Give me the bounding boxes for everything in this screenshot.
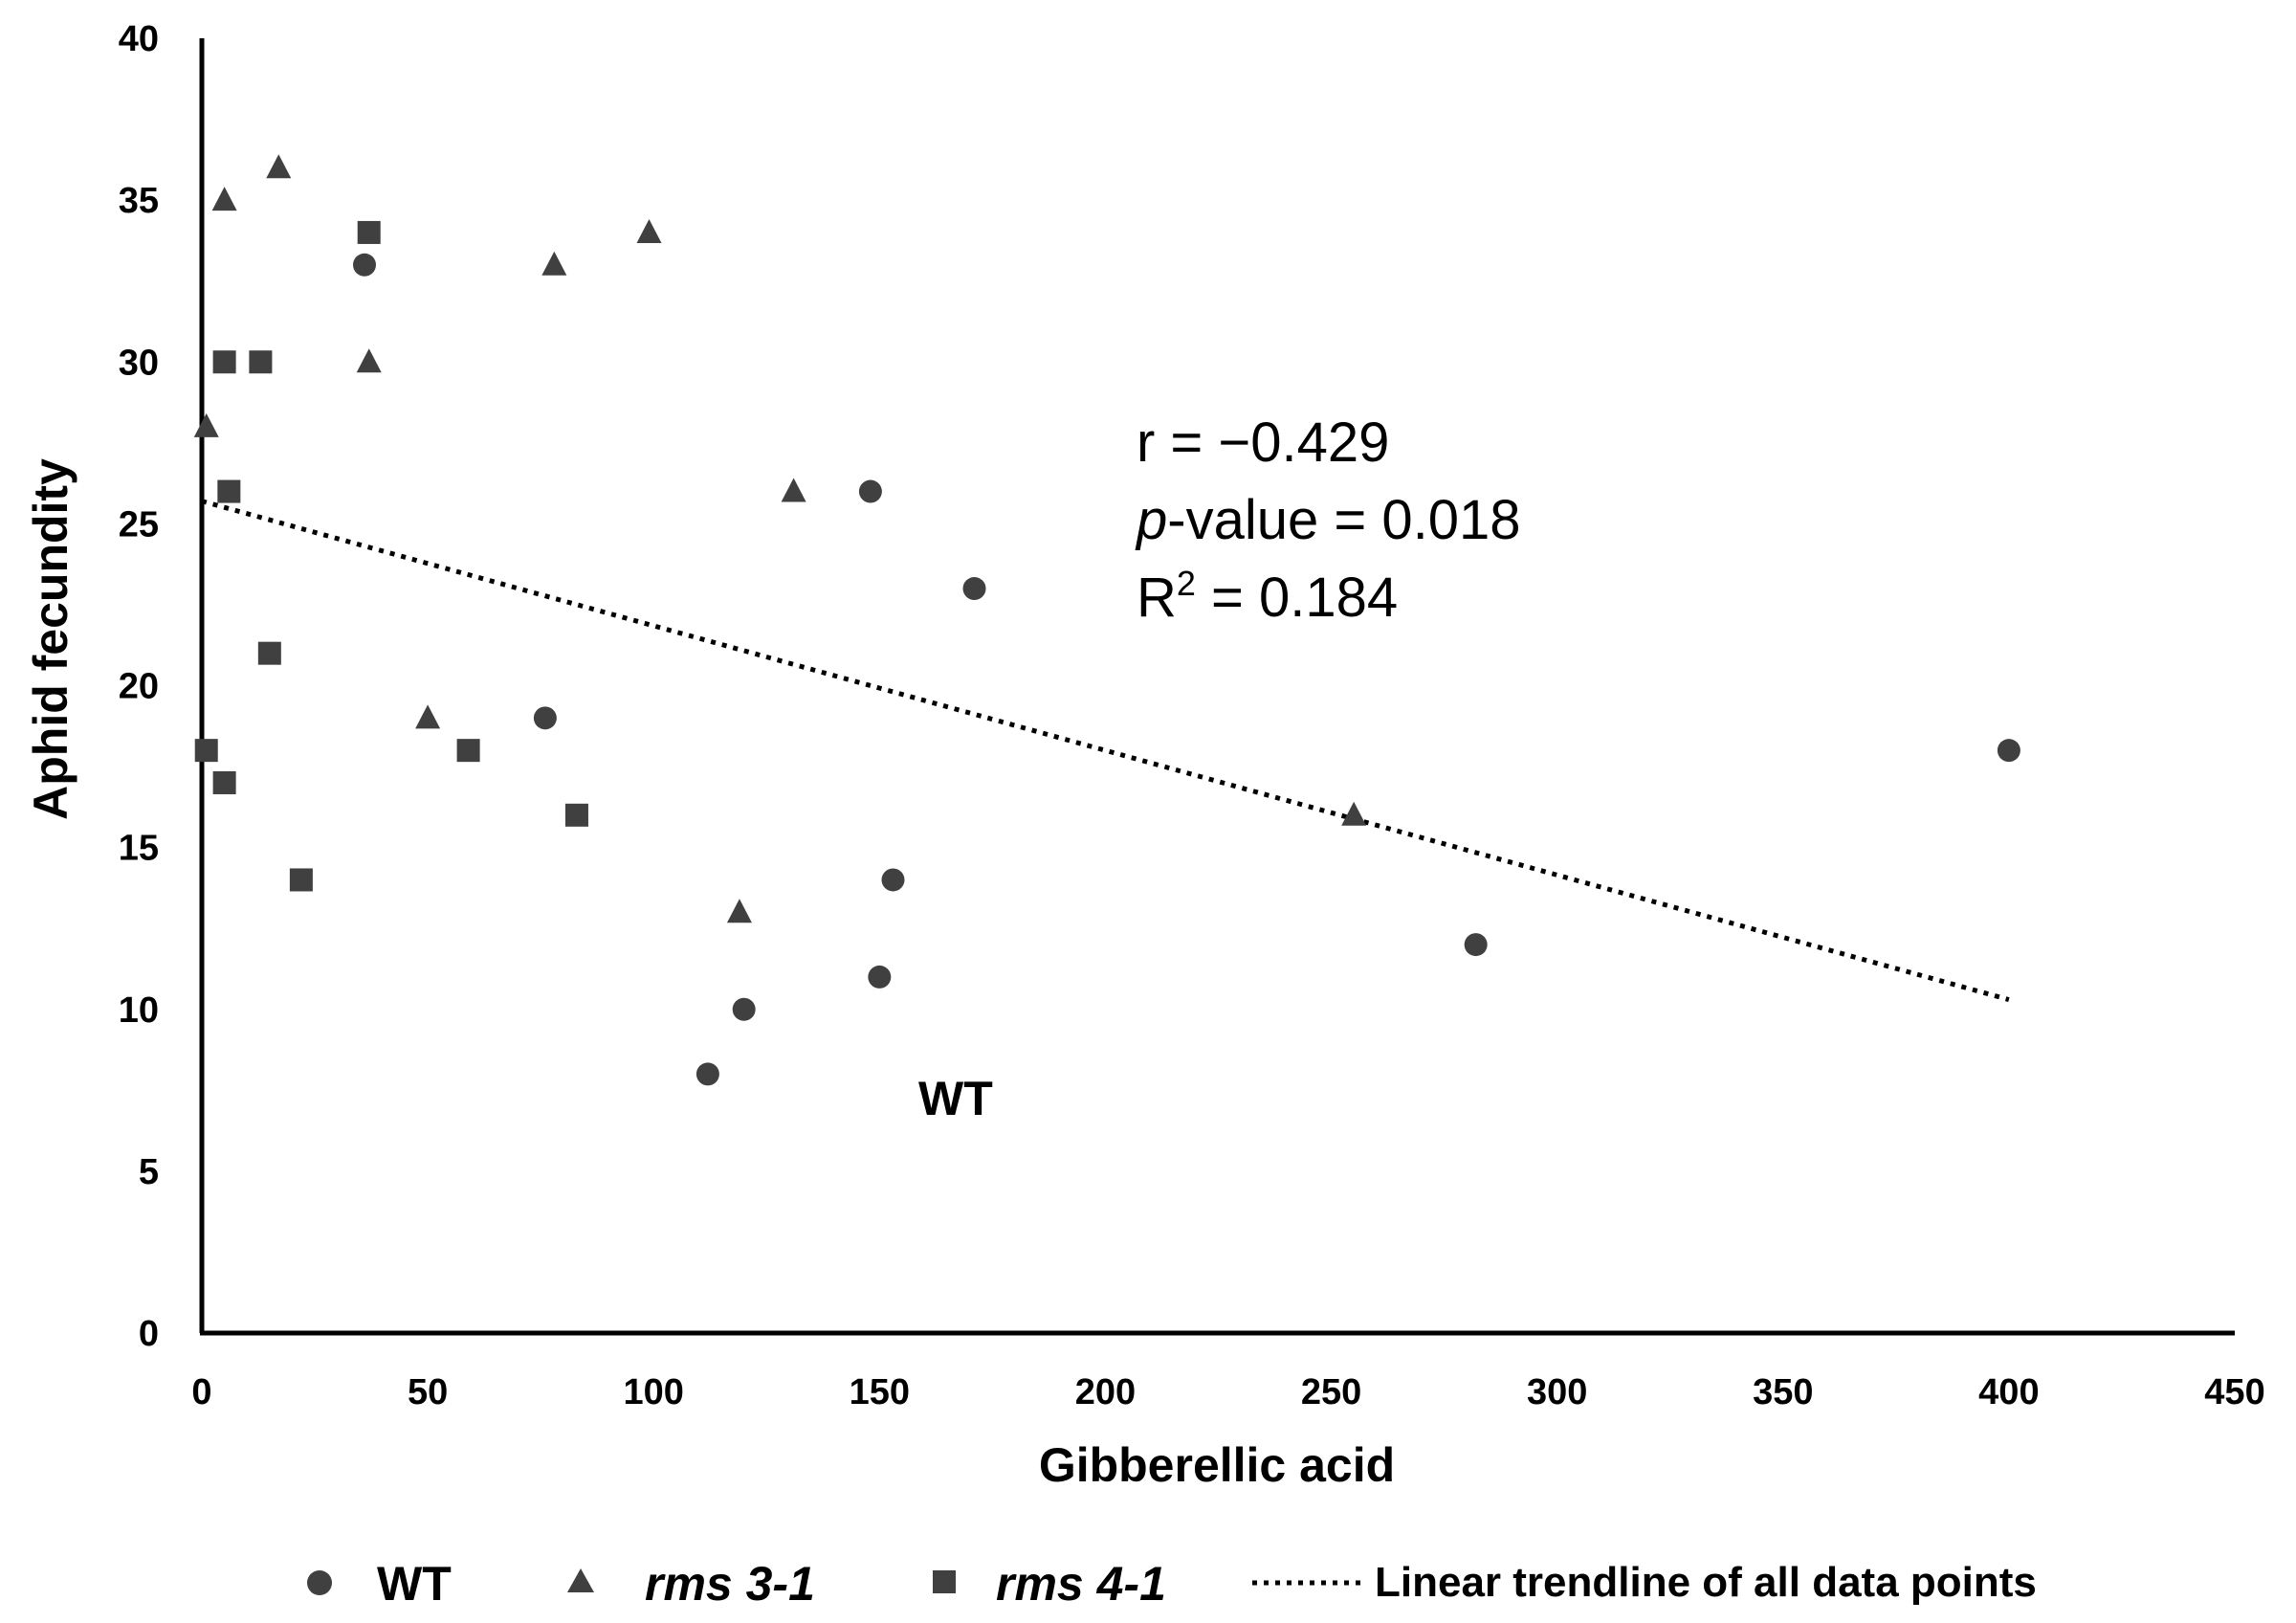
point-wt [732, 997, 756, 1021]
y-tick-label: 15 [119, 829, 159, 869]
point-rms-3-1 [211, 187, 237, 211]
x-tick-label: 50 [408, 1372, 448, 1412]
x-tick-label: 350 [1753, 1372, 1813, 1412]
trendline [201, 499, 2010, 1003]
p-value-text: p-value = 0.018 [1135, 489, 1520, 551]
point-rms-3-1 [415, 704, 441, 729]
legend-wt-label: WT [377, 1557, 452, 1611]
point-rms-3-1 [193, 412, 219, 437]
legend-rms4-label: rms 4-1 [996, 1557, 1166, 1611]
point-wt [881, 868, 905, 892]
point-wt [1997, 739, 2020, 763]
x-tick-label: 0 [191, 1372, 211, 1412]
axes [199, 38, 2235, 1336]
point-rms-3-1 [1341, 801, 1367, 826]
x-axis-title: Gibberellic acid [1039, 1438, 1395, 1492]
r2-value-text: R2 = 0.184 [1137, 564, 1398, 629]
point-wt [858, 479, 882, 503]
x-tick-label: 100 [624, 1372, 684, 1412]
point-rms-3-1 [726, 899, 752, 923]
legend-trendline-label: Linear trendline of all data points [1375, 1559, 2037, 1606]
wt-annotation: WT [918, 1072, 993, 1125]
y-tick-labels: 0 5 10 15 20 25 30 35 40 [119, 19, 159, 1354]
point-wt [962, 577, 986, 601]
x-tick-label: 400 [1978, 1372, 2039, 1412]
point-rms-4-1 [289, 868, 313, 892]
point-rms-4-1 [249, 350, 273, 374]
y-tick-label: 25 [119, 504, 159, 545]
point-rms-4-1 [357, 220, 381, 244]
point-rms-3-1 [781, 478, 806, 502]
legend-wt-marker [307, 1570, 332, 1595]
point-wt [1464, 933, 1488, 957]
point-rms-3-1 [356, 348, 382, 373]
r2-rest: = 0.184 [1196, 567, 1398, 629]
point-wt [353, 253, 376, 277]
point-rms-4-1 [217, 479, 241, 503]
y-tick-label: 5 [139, 1152, 159, 1192]
p-label: p [1135, 489, 1167, 551]
point-rms-4-1 [212, 770, 236, 794]
stats-annotation: r = −0.429 p-value = 0.018 R2 = 0.184 [1135, 411, 1520, 629]
y-tick-label: 10 [119, 990, 159, 1031]
y-tick-label: 40 [119, 19, 159, 59]
r-value-text: r = −0.429 [1137, 411, 1389, 474]
data-points [193, 154, 2020, 1086]
x-tick-label: 200 [1075, 1372, 1136, 1412]
legend-rms3-label: rms 3-1 [645, 1557, 815, 1611]
x-tick-labels: 0 50 100 150 200 250 300 350 400 450 [191, 1372, 2264, 1412]
x-tick-label: 300 [1527, 1372, 1587, 1412]
y-axis-title: Aphid fecundity [24, 458, 77, 820]
point-rms-3-1 [541, 251, 567, 276]
y-tick-label: 0 [139, 1314, 159, 1354]
point-rms-3-1 [266, 154, 292, 179]
y-tick-label: 30 [119, 343, 159, 383]
point-rms-4-1 [564, 803, 588, 827]
x-tick-label: 150 [850, 1372, 910, 1412]
point-wt [868, 965, 892, 989]
point-rms-4-1 [257, 641, 281, 665]
y-tick-label: 20 [119, 667, 159, 707]
x-tick-label: 450 [2204, 1372, 2264, 1412]
x-tick-label: 250 [1301, 1372, 1361, 1412]
y-tick-label: 35 [119, 181, 159, 221]
r2-base: R [1137, 567, 1177, 629]
point-rms-4-1 [212, 350, 236, 374]
legend-rms3-marker [567, 1568, 594, 1592]
r2-superscript: 2 [1177, 564, 1196, 603]
point-rms-4-1 [456, 739, 480, 763]
legend: WT rms 3-1 rms 4-1 Linear trendline of a… [307, 1557, 2037, 1611]
point-rms-3-1 [636, 218, 662, 243]
p-value-rest: -value = 0.018 [1167, 489, 1520, 551]
point-rms-4-1 [194, 739, 218, 763]
point-wt [533, 706, 557, 730]
point-wt [695, 1062, 719, 1086]
legend-rms4-marker [933, 1570, 956, 1593]
